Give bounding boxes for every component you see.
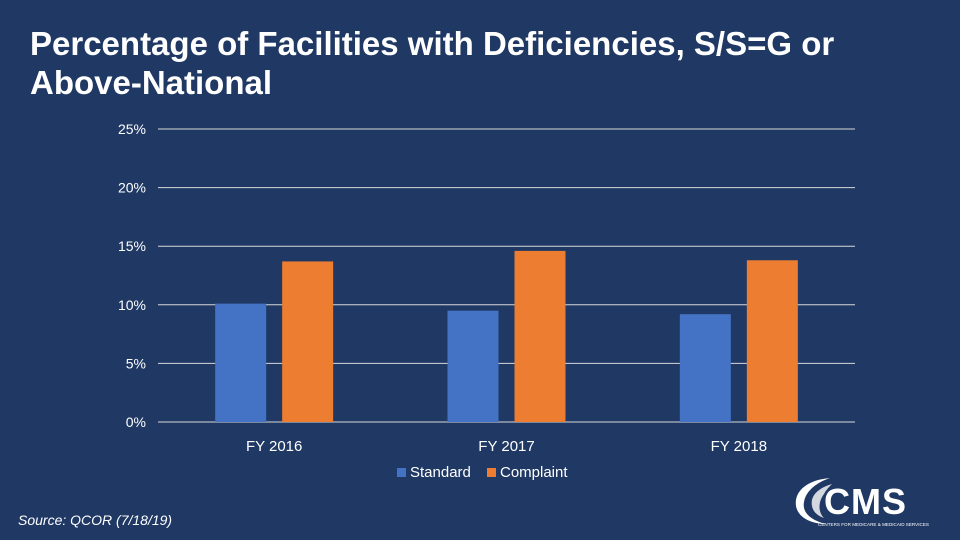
bar-complaint-fy-2016 xyxy=(282,261,334,422)
bar-complaint-fy-2017 xyxy=(514,250,566,422)
y-tick-label: 5% xyxy=(126,355,146,371)
bar-complaint-fy-2018 xyxy=(746,260,798,422)
x-axis-categories: FY 2016 FY 2017 FY 2018 xyxy=(246,438,767,455)
x-category-label: FY 2016 xyxy=(246,438,302,455)
y-tick-label: 10% xyxy=(118,297,146,313)
bar-standard-fy-2016 xyxy=(215,303,267,422)
y-axis-ticks: 0% 5% 10% 15% 20% 25% xyxy=(118,121,146,430)
cms-logo-text: CMS xyxy=(824,481,907,522)
y-tick-label: 0% xyxy=(126,414,146,430)
y-tick-label: 25% xyxy=(118,121,146,137)
cms-logo-swoosh xyxy=(795,478,830,524)
chart-title: Percentage of Facilities with Deficienci… xyxy=(30,25,835,101)
x-category-label: FY 2018 xyxy=(711,438,767,455)
bar-standard-fy-2018 xyxy=(679,314,731,422)
y-tick-label: 15% xyxy=(118,238,146,254)
cms-logo-swoosh-inner xyxy=(811,484,832,518)
legend-swatch-standard xyxy=(397,468,406,477)
legend-label-complaint: Complaint xyxy=(500,464,568,481)
gridlines xyxy=(158,128,855,423)
legend: Standard Complaint xyxy=(397,464,568,481)
bar-standard-fy-2017 xyxy=(447,310,499,422)
cms-logo-subtext: CENTERS FOR MEDICARE & MEDICAID SERVICES xyxy=(818,522,929,527)
source-note: Source: QCOR (7/18/19) xyxy=(18,512,173,528)
x-category-label: FY 2017 xyxy=(478,438,534,455)
legend-swatch-complaint xyxy=(487,468,496,477)
cms-logo: CMS CENTERS FOR MEDICARE & MEDICAID SERV… xyxy=(795,478,929,527)
y-tick-label: 20% xyxy=(118,180,146,196)
bars xyxy=(215,250,798,422)
legend-label-standard: Standard xyxy=(410,464,471,481)
